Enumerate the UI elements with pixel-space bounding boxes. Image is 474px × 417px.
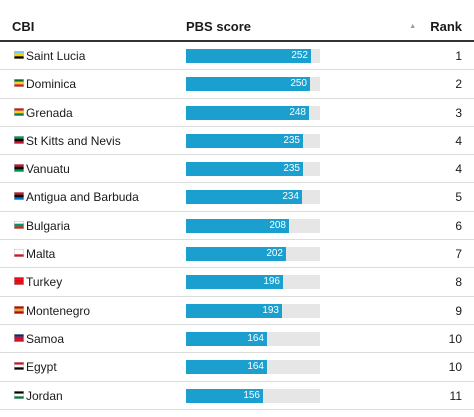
- rank-column-header[interactable]: ▲ Rank: [409, 19, 462, 34]
- table-row: Turkey 196 8: [0, 268, 474, 297]
- score-value: 196: [263, 276, 280, 288]
- table-row: Montenegro 193 9: [0, 297, 474, 325]
- table-body: Saint Lucia 252 1 Dominica 250 2 Grenada 248 3 St…: [0, 42, 474, 410]
- score-value: 164: [247, 361, 264, 373]
- score-value: 208: [269, 219, 286, 231]
- score-value: 164: [247, 332, 264, 344]
- pbs-score-column-header[interactable]: PBS score: [186, 19, 252, 34]
- table-row: Antigua and Barbuda 234 5: [0, 183, 474, 212]
- country-flag-icon: [14, 135, 24, 144]
- rank-value: 9: [455, 303, 462, 318]
- score-value: 156: [243, 389, 260, 401]
- country-flag-icon: [14, 390, 24, 399]
- table-row: Dominica 250 2: [0, 70, 474, 99]
- country-flag-icon: [14, 220, 24, 229]
- table-header: CBI PBS score ▲ Rank: [0, 0, 474, 42]
- country-name: Saint Lucia: [26, 49, 86, 63]
- score-value: 193: [262, 304, 279, 316]
- score-bar: 156: [186, 388, 263, 403]
- table-row: Malta 202 7: [0, 240, 474, 269]
- rank-value: 2: [455, 77, 462, 92]
- score-bar-track: 164: [186, 360, 320, 375]
- score-bar: 208: [186, 218, 289, 233]
- rank-value: 7: [455, 247, 462, 262]
- rank-value: 4: [455, 162, 462, 177]
- rank-value: 1: [455, 49, 462, 63]
- score-bar-track: 156: [186, 388, 320, 403]
- country-flag-icon: [14, 192, 24, 201]
- score-bar-track: 252: [186, 49, 320, 63]
- score-bar: 202: [186, 247, 286, 262]
- rank-value: 10: [448, 360, 462, 375]
- country-name: Antigua and Barbuda: [26, 190, 139, 205]
- score-bar: 234: [186, 190, 302, 205]
- country-name: Jordan: [26, 388, 63, 403]
- score-value: 235: [283, 134, 300, 146]
- country-flag-icon: [14, 51, 24, 59]
- country-flag-icon: [14, 164, 24, 173]
- score-bar-track: 235: [186, 162, 320, 177]
- score-value: 202: [266, 248, 283, 260]
- country-flag-icon: [14, 107, 24, 116]
- score-bar-track: 193: [186, 303, 320, 318]
- score-bar-track: 235: [186, 133, 320, 148]
- table-row: Jordan 156 11: [0, 382, 474, 410]
- country-flag-icon: [14, 305, 24, 314]
- country-name: Turkey: [26, 275, 63, 290]
- score-bar-track: 250: [186, 77, 320, 92]
- score-bar: 235: [186, 133, 303, 148]
- country-flag-icon: [14, 362, 24, 371]
- country-name: Grenada: [26, 105, 73, 120]
- score-bar: 164: [186, 331, 267, 346]
- country-name: Malta: [26, 247, 56, 262]
- score-bar-track: 164: [186, 331, 320, 346]
- country-name: Vanuatu: [26, 162, 70, 177]
- score-bar: 164: [186, 360, 267, 375]
- country-name: Bulgaria: [26, 218, 71, 233]
- rank-value: 8: [455, 275, 462, 290]
- table-row: St Kitts and Nevis 235 4: [0, 127, 474, 156]
- country-flag-icon: [14, 277, 24, 286]
- score-bar-track: 196: [186, 275, 320, 290]
- score-bar-track: 208: [186, 218, 320, 233]
- country-name: Montenegro: [26, 303, 91, 318]
- rank-value: 11: [449, 388, 462, 403]
- table-row: Egypt 164 10: [0, 353, 474, 382]
- score-bar: 193: [186, 303, 282, 318]
- country-name: Samoa: [26, 331, 65, 346]
- score-bar: 235: [186, 162, 303, 177]
- rank-header-label: Rank: [430, 19, 462, 34]
- country-name: Egypt: [26, 360, 57, 375]
- country-name: St Kitts and Nevis: [26, 133, 121, 148]
- country-flag-icon: [14, 333, 24, 342]
- cbi-column-header[interactable]: CBI: [12, 19, 35, 34]
- rank-value: 3: [455, 105, 462, 120]
- table-row: Saint Lucia 252 1: [0, 42, 474, 71]
- country-name: Dominica: [26, 77, 77, 92]
- score-value: 234: [282, 191, 299, 203]
- score-bar-track: 248: [186, 105, 320, 120]
- score-bar-track: 202: [186, 247, 320, 262]
- country-flag-icon: [14, 79, 24, 88]
- country-flag-icon: [14, 249, 24, 258]
- table-row: Samoa 164 10: [0, 325, 474, 354]
- score-bar: 196: [186, 275, 283, 290]
- sort-ascending-icon[interactable]: ▲: [409, 23, 417, 30]
- score-bar-track: 234: [186, 190, 320, 205]
- table-row: Vanuatu 235 4: [0, 155, 474, 184]
- table-row: Bulgaria 208 6: [0, 212, 474, 241]
- rank-value: 10: [448, 331, 462, 346]
- score-value: 250: [290, 78, 307, 90]
- score-value: 248: [289, 106, 306, 118]
- score-value: 252: [291, 50, 308, 61]
- rank-value: 4: [455, 133, 462, 148]
- score-value: 235: [283, 163, 300, 175]
- table-row: Grenada 248 3: [0, 99, 474, 127]
- rank-value: 5: [455, 190, 462, 205]
- score-bar: 248: [186, 105, 309, 120]
- rank-value: 6: [455, 218, 462, 233]
- score-bar: 252: [186, 49, 311, 63]
- score-bar: 250: [186, 77, 310, 92]
